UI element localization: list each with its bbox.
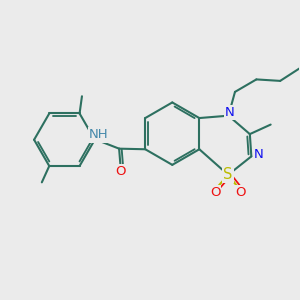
Text: N: N	[225, 106, 235, 118]
Text: NH: NH	[89, 128, 108, 142]
Text: S: S	[224, 167, 233, 182]
Text: N: N	[254, 148, 264, 161]
Text: O: O	[210, 186, 220, 199]
Text: O: O	[115, 165, 126, 178]
Text: O: O	[235, 186, 245, 199]
